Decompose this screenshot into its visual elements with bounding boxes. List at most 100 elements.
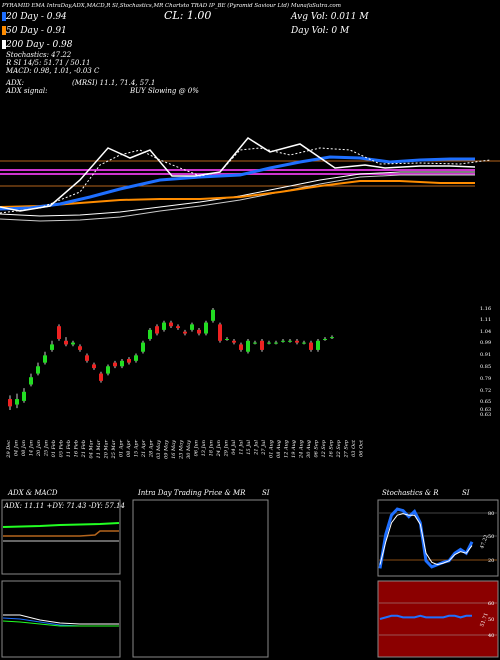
stoch-panel-si: SI <box>462 489 470 497</box>
legend-markers <box>2 12 6 49</box>
price-axis: 1.16 1.11 1.04 0.99 0.91 0.85 0.79 0.72 … <box>480 306 491 418</box>
candle-body <box>190 324 194 330</box>
date-axis-label: 01 Aug <box>269 440 275 458</box>
candle-body <box>92 364 96 369</box>
candle-body <box>309 342 313 350</box>
date-axis-label: 06 Oct <box>359 439 365 457</box>
candle-body <box>106 366 110 374</box>
date-axis-label: 19 Aug <box>291 440 297 458</box>
date-axis-label: 24 Aug <box>299 440 305 459</box>
candle-body <box>22 391 26 401</box>
candle-body <box>330 337 334 339</box>
date-axis-label: 08 Apr <box>126 439 132 457</box>
date-axis-label: 04 Jul <box>231 440 237 455</box>
candle-body <box>29 377 33 385</box>
date-axis-label: 29 Jun <box>224 440 230 457</box>
intraday-mrsi-panel: Intra Day Trading Price & MR SI <box>132 489 270 658</box>
date-axis-label: 27 Sep <box>344 439 350 458</box>
candle-body <box>57 326 61 339</box>
rsi-tick: 40 <box>488 633 494 639</box>
date-axis-label: 30 May <box>186 440 192 459</box>
rsi-panel-box <box>377 580 499 658</box>
minus-dy-line <box>3 530 119 537</box>
adx-macd-panel: ADX & MACD ADX: 11.11 +DY: 71.43 -DY: 57… <box>1 489 125 658</box>
adx-signal-text: ADX signal: <box>5 87 47 95</box>
plus-dy-line <box>2 522 120 528</box>
mrsi-text: (MRSI) 11.1, 71.4, 57.1 <box>72 79 155 87</box>
candle-body <box>225 338 229 340</box>
adx-panel-title: ADX & MACD <box>7 489 58 497</box>
date-axis-label: 24 Jun <box>216 440 222 457</box>
rsi-line <box>379 614 472 620</box>
candle-body <box>232 340 236 343</box>
date-axis-label: 20 Jan <box>36 440 42 457</box>
date-axis-label: 23 May <box>179 440 185 460</box>
ema200-marker <box>2 40 6 49</box>
macd-text: MACD: 0.98, 1.01, -0.03 C <box>5 67 100 75</box>
candle-body <box>50 344 54 350</box>
macd-hist-line <box>2 620 119 627</box>
price-tick: 0.63 <box>480 412 491 418</box>
macd-panel-box <box>1 580 121 658</box>
price-tick: 1.04 <box>480 329 491 335</box>
date-axis-label: 15 Jul <box>246 440 252 455</box>
buy-slowing-text: BUY Slowing @ 0% <box>129 87 199 95</box>
ema200-shadow-line <box>0 174 475 222</box>
title-line: PYRAMID EMA IntraDay,ADX,MACD,R SI,Stoch… <box>1 2 341 9</box>
indicator-panels-svg: ADX & MACD ADX: 11.11 +DY: 71.43 -DY: 57… <box>1 489 499 658</box>
candle-body <box>183 331 187 334</box>
price-tick: 0.65 <box>480 399 491 405</box>
candle-body <box>120 360 124 367</box>
stochastics-rsi-panel: Stochastics & R SI 80 50 20 47.22 60 50 … <box>377 489 499 658</box>
candle-body <box>260 340 264 350</box>
avg-vol: Avg Vol: 0.011 M <box>290 12 369 22</box>
candle-body <box>85 355 89 361</box>
macd-line <box>3 614 119 625</box>
date-axis-label: 09 May <box>164 440 170 459</box>
candle-body <box>295 340 299 343</box>
date-axis-label: 30 Aug <box>306 440 312 458</box>
date-axis-label: 25 Jan <box>44 440 50 457</box>
stoch-value-label: 47.22 <box>479 534 490 550</box>
ema20-marker <box>2 12 6 21</box>
candle-body <box>176 326 180 329</box>
stoch-panel-title: Stochastics & R <box>382 489 439 497</box>
ema200-line <box>0 171 475 217</box>
date-axis-label: 29 Dec <box>6 440 12 459</box>
date-axis-label: 27 Jul <box>261 440 267 456</box>
adx-text: ADX: <box>5 79 24 87</box>
candle-body <box>43 355 47 363</box>
date-axis-label: 25 Mar <box>111 439 117 459</box>
date-axis-label: 21 Jul <box>254 440 260 456</box>
date-axis-label: 05 Feb <box>59 440 65 457</box>
ema20-line <box>0 155 475 211</box>
ema50-marker <box>2 26 6 35</box>
candle-body <box>281 340 285 342</box>
ema20-legend: 20 Day - 0.94 <box>5 12 67 22</box>
date-axis-label: 14 Jan <box>29 440 35 456</box>
intra-panel-si: SI <box>262 489 270 497</box>
candle-body <box>113 362 117 367</box>
date-axis-label: 22 Sep <box>336 439 342 458</box>
header-text: PYRAMID EMA IntraDay,ADX,MACD,R SI,Stoch… <box>1 2 369 95</box>
candle-body <box>323 338 327 340</box>
price-tick: 0.85 <box>480 364 491 370</box>
price-line <box>0 137 476 212</box>
stoch-tick: 20 <box>488 558 494 564</box>
date-axis-label: 13 Jun <box>201 440 207 456</box>
ema-overview <box>0 137 500 222</box>
intra-panel-box <box>132 499 269 658</box>
candle-body <box>36 366 40 374</box>
close-price: CL: 1.00 <box>164 9 211 22</box>
adx-panel-box <box>1 499 121 575</box>
candle-body <box>288 340 292 342</box>
price-tick: 0.99 <box>480 340 491 346</box>
candle-body <box>162 322 166 330</box>
date-axis-label: 21 Feb <box>81 440 87 458</box>
date-axis-label: 08 Jan <box>21 440 27 456</box>
candle-body <box>302 342 306 344</box>
date-axis-label: 15 Apr <box>134 439 140 457</box>
price-tick: 1.11 <box>480 317 491 323</box>
stoch-k-line <box>378 507 474 569</box>
price-tick: 0.91 <box>480 352 491 358</box>
